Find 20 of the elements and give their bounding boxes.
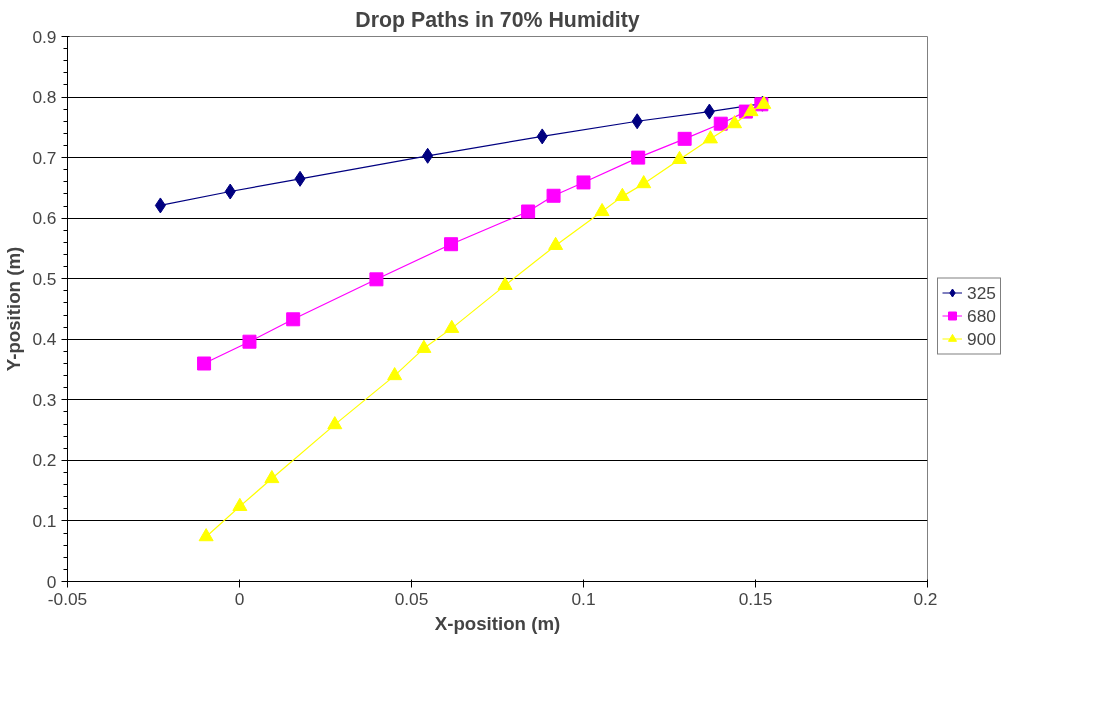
legend-label: 680 [967, 305, 996, 326]
x-tick-label: 0.15 [738, 588, 773, 609]
y-tick-label: 0.7 [32, 147, 57, 168]
legend-label: 325 [967, 282, 996, 303]
x-tick-label: 0 [234, 588, 245, 609]
y-tick-label: 0.9 [32, 26, 57, 47]
x-tick-label: 0.1 [571, 588, 596, 609]
y-tick-label: 0.1 [32, 510, 57, 531]
x-tick-label: 0.05 [394, 588, 429, 609]
x-tick-label: 0.2 [913, 588, 938, 609]
y-tick-label: 0.4 [32, 329, 57, 350]
y-tick-label: 0.2 [32, 450, 57, 471]
chart-title: Drop Paths in 70% Humidity [355, 7, 640, 32]
y-tick-label: 0.8 [32, 87, 57, 108]
y-tick-label: 0.5 [32, 268, 57, 289]
x-axis-title: X-position (m) [434, 612, 561, 634]
y-tick-label: 0.6 [32, 208, 57, 229]
y-tick-label: 0.3 [32, 389, 57, 410]
legend-label: 900 [967, 328, 996, 349]
y-axis-title: Y-position (m) [3, 246, 25, 372]
